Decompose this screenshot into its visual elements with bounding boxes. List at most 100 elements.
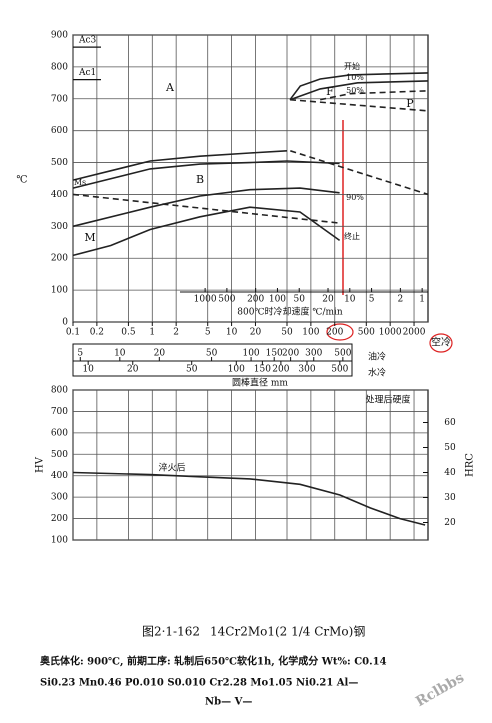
critical-label: Ac1 <box>78 68 96 78</box>
x-tick-label: 1 <box>149 328 155 338</box>
region-label: 10% <box>346 73 364 82</box>
x-tick-label: 500 <box>358 328 375 338</box>
water-tick-label: 50 <box>186 365 198 375</box>
diameter-axis-label: 圆棒直径 mm <box>232 377 288 389</box>
diameter-box <box>72 343 353 377</box>
y2-tick-label: 50 <box>444 443 456 453</box>
y-tick-label: 200 <box>51 254 68 264</box>
y2-tick-label: 60 <box>444 418 456 428</box>
rate-tick-label: 1 <box>419 295 425 305</box>
x-tick-label: 50 <box>281 328 293 338</box>
region-label: A <box>165 81 175 94</box>
rate-axis-label: 800℃时冷却速度 ℃/min <box>237 306 343 318</box>
region-label: 开始 <box>344 61 360 71</box>
y2-tick-label: 40 <box>444 468 456 478</box>
curve <box>289 98 429 112</box>
x-tick-label: 2 <box>173 328 179 338</box>
conditions: Si0.23 Mn0.46 P0.010 S0.010 Cr2.28 Mo1.0… <box>40 678 358 689</box>
y-axis-label: HV <box>35 456 46 473</box>
water-tick-label: 20 <box>127 365 139 375</box>
y-tick-label: 100 <box>51 536 68 546</box>
water-tick-label: 150 <box>254 365 271 375</box>
water-tick-label: 200 <box>272 365 289 375</box>
y-tick-label: 700 <box>51 407 68 417</box>
x-tick-label: 2000 <box>403 328 426 338</box>
water-tick-label: 100 <box>228 365 245 375</box>
oil-tick-label: 300 <box>305 349 322 359</box>
curve <box>72 206 341 257</box>
air-cool-label: 空冷 <box>431 336 451 349</box>
conditions: Nb— V— <box>205 697 252 708</box>
curve <box>290 150 429 196</box>
x-tick-label: 10 <box>226 328 238 338</box>
rate-tick-label: 2 <box>398 295 404 305</box>
y-tick-label: 600 <box>51 126 68 136</box>
y-tick-label: 500 <box>51 450 68 460</box>
curve <box>72 150 288 181</box>
rate-tick-label: 100 <box>269 295 286 305</box>
x-tick-label: 20 <box>250 328 262 338</box>
y-tick-label: 300 <box>51 493 68 503</box>
oil-tick-label: 10 <box>114 349 126 359</box>
region-label: M <box>84 231 95 244</box>
annotation-circle <box>326 323 354 341</box>
curve <box>320 90 429 101</box>
curve <box>72 193 340 224</box>
water-label: 水冷 <box>368 367 386 379</box>
region-label: F <box>326 85 334 98</box>
rate-tick-label: 20 <box>322 295 334 305</box>
x-tick-label: 1000 <box>379 328 402 338</box>
note: 处理后硬度 <box>365 394 410 406</box>
rate-tick-label: 10 <box>344 295 356 305</box>
region-label: B <box>196 173 204 186</box>
y2-tick-label: 20 <box>444 518 456 528</box>
y-axis-label: ℃ <box>16 175 27 186</box>
y-tick-label: 0 <box>62 318 68 328</box>
water-tick-label: 10 <box>82 365 94 375</box>
critical-label: Ac3 <box>78 36 97 46</box>
x-tick-label: 5 <box>205 328 211 338</box>
x-tick-label: 100 <box>302 328 319 338</box>
oil-tick-label: 5 <box>77 349 83 359</box>
y-tick-label: 800 <box>51 386 68 396</box>
curve-annotation: 淬火后 <box>158 462 185 474</box>
region-label: 终止 <box>344 231 360 241</box>
y2-axis-label: HRC <box>465 453 476 477</box>
region-label: Ms <box>74 178 86 187</box>
y-tick-label: 200 <box>51 514 68 524</box>
x-tick-label: 0.2 <box>90 328 104 338</box>
oil-tick-label: 20 <box>154 349 166 359</box>
rate-tick-label: 500 <box>218 295 235 305</box>
water-tick-label: 300 <box>298 365 315 375</box>
conditions: 奥氏体化: 900℃, 前期工序: 轧制后650℃软化1h, 化学成分 Wt%:… <box>40 655 387 668</box>
rate-tick-label: 50 <box>294 295 306 305</box>
y-tick-label: 100 <box>51 286 68 296</box>
x-tick-label: 0.5 <box>121 328 136 338</box>
curve <box>72 471 426 526</box>
oil-tick-label: 150 <box>266 349 283 359</box>
y-tick-label: 500 <box>51 158 68 168</box>
curve <box>72 160 340 189</box>
annotation-circle <box>429 333 453 353</box>
curve <box>72 187 340 228</box>
x-tick-label: 200 <box>326 328 343 338</box>
y-tick-label: 400 <box>51 190 68 200</box>
x-tick-label: 0.1 <box>66 328 80 338</box>
y-tick-label: 400 <box>51 471 68 481</box>
curve <box>289 72 429 101</box>
figure-number: 图2·1-162 <box>142 625 200 639</box>
y-tick-label: 800 <box>51 62 68 72</box>
region-label: 90% <box>346 193 364 202</box>
figure-title: 14Cr2Mo1(2 1/4 CrMo)钢 <box>210 625 365 639</box>
y-tick-label: 300 <box>51 222 68 232</box>
rate-tick-label: 1000 <box>194 295 217 305</box>
rate-tick-label: 5 <box>369 295 375 305</box>
y-tick-label: 700 <box>51 94 68 104</box>
curve <box>289 80 429 101</box>
y-tick-label: 900 <box>51 31 68 41</box>
water-tick-label: 500 <box>331 365 348 375</box>
oil-label: 油冷 <box>368 351 386 363</box>
y-tick-label: 600 <box>51 428 68 438</box>
oil-tick-label: 200 <box>282 349 299 359</box>
